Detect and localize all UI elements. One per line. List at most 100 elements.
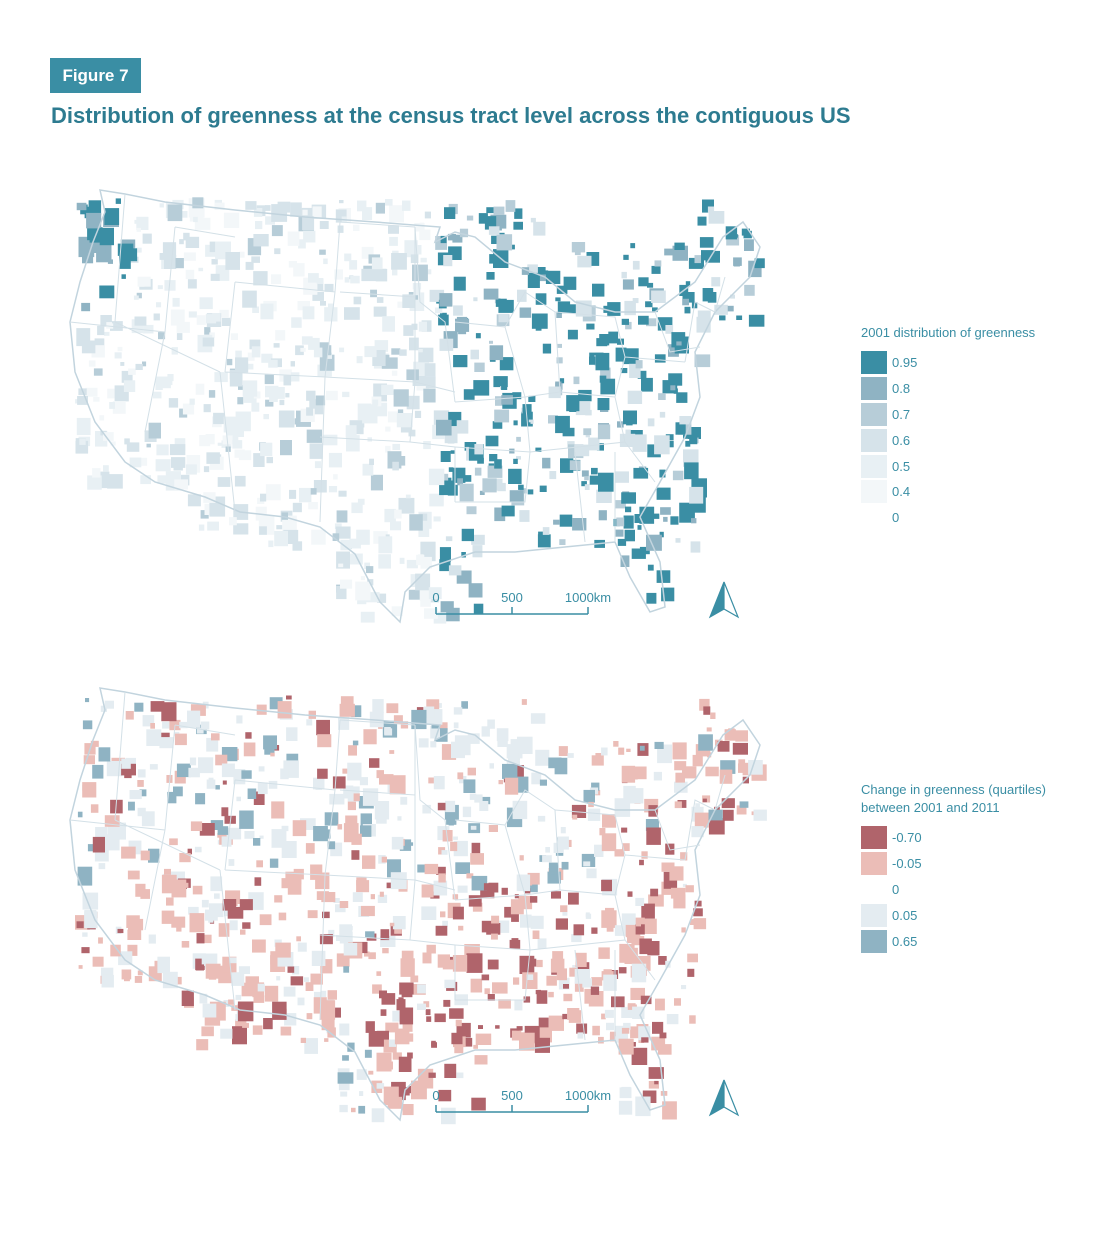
tract-cell (81, 947, 90, 954)
tract-cell (474, 467, 482, 476)
tract-cell (195, 958, 205, 970)
tract-cell (577, 1032, 584, 1039)
tract-cell (327, 1027, 336, 1038)
tract-cell (621, 1086, 631, 1095)
tract-cell (251, 256, 260, 263)
tract-cell (531, 313, 548, 329)
tract-cell (621, 492, 636, 504)
tract-cell (275, 388, 280, 393)
tract-cell (466, 506, 477, 515)
tract-cell (222, 899, 237, 911)
tract-cell (470, 349, 479, 360)
tract-cell (121, 763, 136, 776)
tract-cell (691, 826, 704, 838)
tract-cell (306, 407, 313, 416)
tract-cell (290, 202, 302, 217)
tract-cell (695, 803, 700, 808)
tract-cell (323, 258, 328, 265)
tract-cell (744, 284, 755, 296)
tract-cell (493, 206, 505, 215)
tract-cell (684, 306, 691, 314)
tract-cell (535, 447, 542, 452)
tract-cell (388, 1039, 397, 1047)
tract-cell (205, 963, 221, 979)
tract-cell (418, 349, 423, 353)
tract-cell (486, 923, 501, 935)
tract-cell (79, 438, 86, 445)
tract-cell (203, 466, 210, 473)
tract-cell (421, 906, 437, 920)
tract-cell (371, 1108, 385, 1123)
tract-cell (385, 1061, 393, 1070)
tract-cell (104, 700, 114, 709)
legend-item: -0.05 (861, 851, 1046, 877)
tract-cell (526, 422, 531, 426)
tract-cell (530, 217, 536, 223)
tract-cell (303, 230, 316, 243)
tract-cell (235, 994, 242, 1000)
tract-cell (571, 934, 582, 943)
tract-cell (413, 288, 421, 296)
tract-cell (479, 490, 485, 495)
tract-cell (562, 1013, 568, 1020)
tract-cell (428, 777, 435, 784)
tract-cell (394, 924, 402, 934)
tract-cell (142, 233, 152, 244)
tract-cell (591, 977, 603, 986)
tract-cell (376, 770, 384, 779)
tract-cell (726, 234, 740, 246)
tract-cell (455, 862, 470, 874)
tract-cell (199, 993, 208, 1004)
tract-cell (344, 277, 350, 283)
tract-cell (548, 1015, 564, 1031)
tract-cell (655, 998, 665, 1011)
tract-cell (286, 695, 292, 700)
tract-cell (516, 436, 521, 442)
tract-cell (412, 283, 422, 290)
tract-cell (455, 318, 470, 332)
tract-cell (502, 763, 518, 779)
tract-cell (157, 475, 168, 484)
tract-cell (581, 481, 587, 487)
tract-cell (393, 389, 409, 407)
tract-cell (215, 785, 220, 790)
tract-cell (253, 838, 261, 846)
tract-cell (635, 920, 641, 927)
tract-cell (542, 343, 552, 354)
tract-cell (668, 440, 674, 448)
tract-cell (294, 418, 301, 425)
tract-cell (487, 465, 503, 478)
tract-cell (228, 859, 235, 866)
tract-cell (425, 1009, 431, 1016)
tract-cell (627, 891, 633, 897)
tract-cell (322, 911, 330, 919)
tract-cell (336, 953, 350, 967)
tract-cell (357, 200, 367, 212)
tract-cell (658, 1044, 672, 1055)
tract-cell (90, 740, 99, 747)
tract-cell (644, 918, 657, 934)
legend-swatch (861, 377, 887, 401)
tract-cell (124, 438, 130, 445)
tract-cell (452, 234, 463, 243)
tract-cell (527, 264, 538, 275)
tract-cell (405, 494, 411, 499)
tract-cell (210, 876, 223, 892)
tract-cell (618, 1038, 634, 1055)
tract-cell (155, 376, 171, 389)
tract-cell (402, 294, 415, 308)
tract-cell (176, 925, 182, 932)
scale-label-1000: 1000km (565, 590, 611, 605)
tract-cell (437, 802, 446, 811)
tract-cell (127, 870, 140, 880)
tract-cell (632, 434, 647, 452)
tract-cell (201, 899, 209, 908)
tract-cell (495, 1025, 500, 1029)
tract-cell (283, 986, 296, 997)
tract-cell (559, 539, 566, 545)
tract-cell (201, 1026, 214, 1037)
tract-cell (299, 487, 312, 503)
tract-cell (137, 276, 151, 287)
tract-cell (391, 836, 404, 850)
tract-cell (641, 851, 648, 859)
